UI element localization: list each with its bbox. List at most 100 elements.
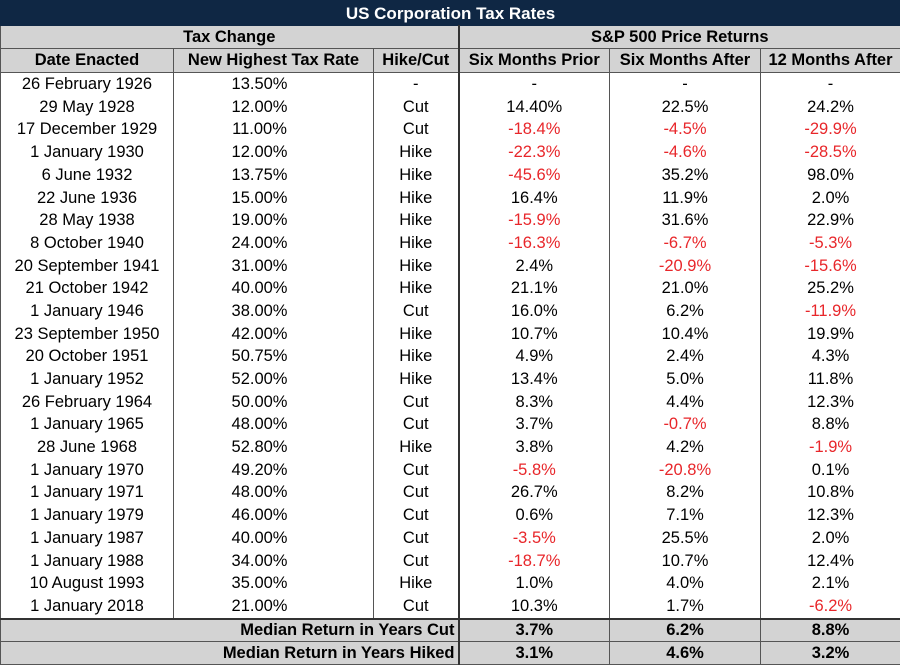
cell-hikecut: Hike	[374, 345, 459, 368]
cell-prior6: 10.7%	[459, 323, 610, 346]
cell-after6: 5.0%	[610, 368, 761, 391]
cell-date: 1 January 1930	[1, 141, 174, 164]
column-header-after6: Six Months After	[610, 49, 761, 73]
cell-after12: 12.3%	[761, 504, 900, 527]
cell-prior6: 0.6%	[459, 504, 610, 527]
summary-after12: 3.2%	[761, 642, 900, 665]
cell-hikecut: Hike	[374, 323, 459, 346]
cell-after6: 21.0%	[610, 277, 761, 300]
cell-prior6: 13.4%	[459, 368, 610, 391]
cell-hikecut: Cut	[374, 413, 459, 436]
cell-after12: 12.3%	[761, 391, 900, 414]
cell-rate: 50.00%	[174, 391, 374, 414]
cell-prior6: -16.3%	[459, 232, 610, 255]
column-header-row: Date Enacted New Highest Tax Rate Hike/C…	[1, 49, 900, 73]
cell-hikecut: Hike	[374, 255, 459, 278]
cell-date: 1 January 1946	[1, 300, 174, 323]
cell-after6: 22.5%	[610, 96, 761, 119]
cell-prior6: 3.8%	[459, 436, 610, 459]
group-header-row: Tax Change S&P 500 Price Returns	[1, 26, 900, 49]
cell-after12: -11.9%	[761, 300, 900, 323]
cell-hikecut: Hike	[374, 436, 459, 459]
cell-prior6: 2.4%	[459, 255, 610, 278]
cell-after6: 4.0%	[610, 572, 761, 595]
cell-rate: 40.00%	[174, 527, 374, 550]
cell-after6: 4.2%	[610, 436, 761, 459]
cell-rate: 50.75%	[174, 345, 374, 368]
cell-after12: 24.2%	[761, 96, 900, 119]
cell-after6: 31.6%	[610, 209, 761, 232]
column-header-rate: New Highest Tax Rate	[174, 49, 374, 73]
group-header-tax-change: Tax Change	[1, 26, 459, 49]
cell-rate: 38.00%	[174, 300, 374, 323]
cell-after6: 4.4%	[610, 391, 761, 414]
summary-prior6: 3.1%	[459, 642, 610, 665]
cell-after12: 98.0%	[761, 164, 900, 187]
cell-prior6: 16.0%	[459, 300, 610, 323]
cell-after6: 11.9%	[610, 186, 761, 209]
cell-after12: 25.2%	[761, 277, 900, 300]
cell-after12: 12.4%	[761, 549, 900, 572]
cell-hikecut: Hike	[374, 232, 459, 255]
cell-date: 1 January 1965	[1, 413, 174, 436]
cell-rate: 19.00%	[174, 209, 374, 232]
cell-hikecut: Cut	[374, 118, 459, 141]
cell-prior6: -	[459, 73, 610, 96]
cell-prior6: -3.5%	[459, 527, 610, 550]
summary-after6: 6.2%	[610, 619, 761, 642]
cell-after12: 4.3%	[761, 345, 900, 368]
cell-date: 29 May 1928	[1, 96, 174, 119]
cell-rate: 15.00%	[174, 186, 374, 209]
cell-date: 20 September 1941	[1, 255, 174, 278]
cell-date: 1 January 1970	[1, 459, 174, 482]
cell-hikecut: Cut	[374, 391, 459, 414]
cell-date: 20 October 1951	[1, 345, 174, 368]
cell-hikecut: Cut	[374, 595, 459, 619]
column-header-prior6: Six Months Prior	[459, 49, 610, 73]
cell-date: 28 June 1968	[1, 436, 174, 459]
cell-rate: 13.50%	[174, 73, 374, 96]
cell-after6: -6.7%	[610, 232, 761, 255]
cell-after6: -4.5%	[610, 118, 761, 141]
cell-prior6: -18.7%	[459, 549, 610, 572]
summary-prior6: 3.7%	[459, 619, 610, 642]
cell-date: 10 August 1993	[1, 572, 174, 595]
cell-after12: 8.8%	[761, 413, 900, 436]
cell-rate: 24.00%	[174, 232, 374, 255]
cell-after6: -4.6%	[610, 141, 761, 164]
cell-date: 1 January 1971	[1, 481, 174, 504]
cell-rate: 12.00%	[174, 141, 374, 164]
cell-after12: 0.1%	[761, 459, 900, 482]
cell-hikecut: Cut	[374, 527, 459, 550]
cell-prior6: 21.1%	[459, 277, 610, 300]
cell-hikecut: -	[374, 73, 459, 96]
cell-rate: 31.00%	[174, 255, 374, 278]
cell-prior6: 8.3%	[459, 391, 610, 414]
cell-rate: 48.00%	[174, 481, 374, 504]
cell-after6: 10.7%	[610, 549, 761, 572]
cell-after12: -5.3%	[761, 232, 900, 255]
column-header-hikecut: Hike/Cut	[374, 49, 459, 73]
cell-prior6: 26.7%	[459, 481, 610, 504]
cell-date: 28 May 1938	[1, 209, 174, 232]
cell-after6: 1.7%	[610, 595, 761, 619]
summary-label: Median Return in Years Hiked	[1, 642, 459, 665]
cell-prior6: 3.7%	[459, 413, 610, 436]
cell-date: 23 September 1950	[1, 323, 174, 346]
cell-rate: 48.00%	[174, 413, 374, 436]
cell-hikecut: Hike	[374, 572, 459, 595]
cell-after6: 2.4%	[610, 345, 761, 368]
